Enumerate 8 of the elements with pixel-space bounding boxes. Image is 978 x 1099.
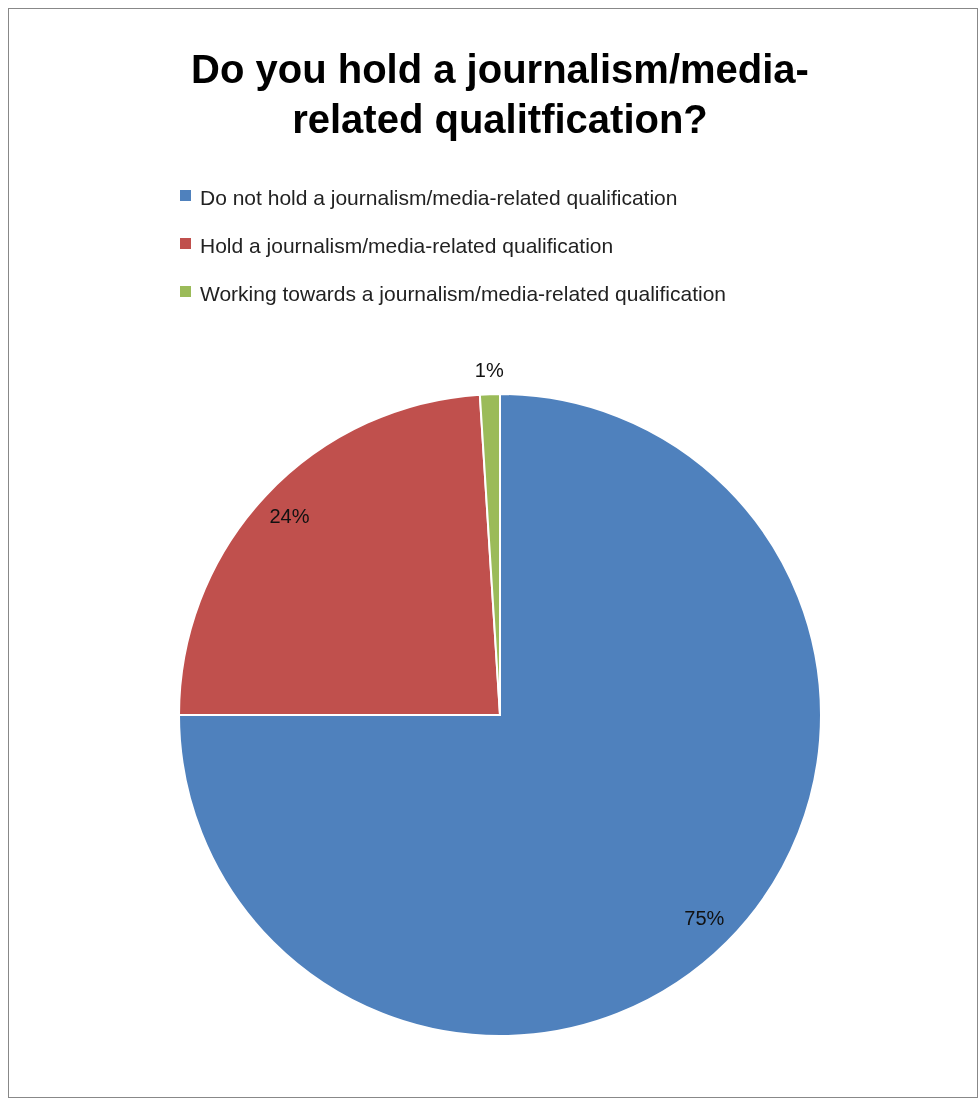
- legend-label: Hold a journalism/media-related qualification: [200, 234, 614, 257]
- pie-slice: [178, 393, 822, 1037]
- legend-label: Working towards a journalism/media-related qualification: [200, 282, 727, 305]
- data-label: 75%: [684, 906, 725, 929]
- data-label: 24%: [269, 504, 310, 527]
- data-label: 1%: [474, 359, 504, 382]
- chart-title: Do you hold a journalism/media-related qualitfication?: [191, 47, 809, 141]
- legend-label: Do not hold a journalism/media-related qualification: [200, 186, 678, 209]
